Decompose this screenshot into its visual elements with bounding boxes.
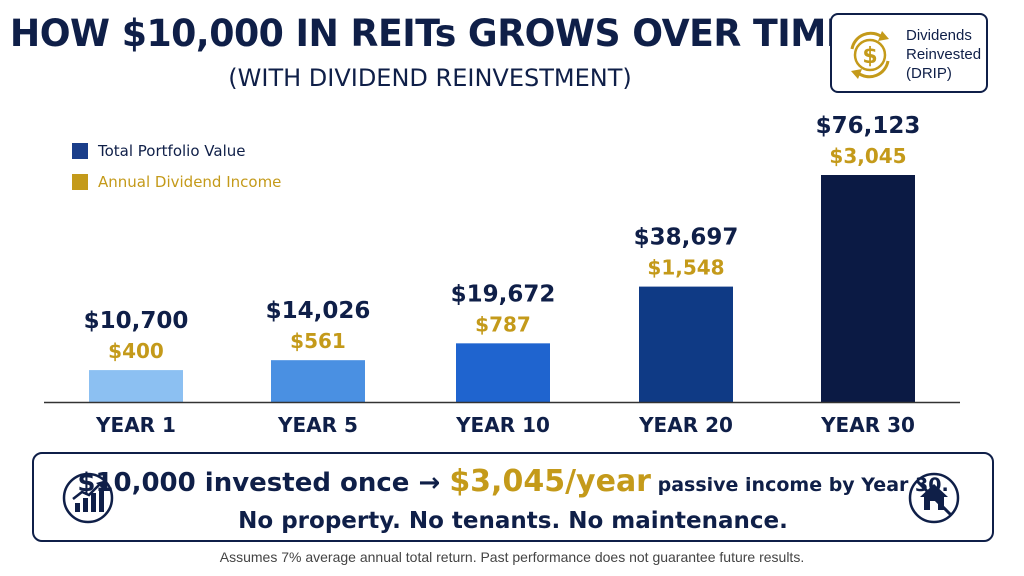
legend-swatch-dividend (72, 174, 88, 190)
legend-item-dividend: Annual Dividend Income (72, 173, 281, 191)
x-tick-label-2: YEAR 5 (277, 413, 358, 437)
x-tick-label-1: YEAR 1 (95, 413, 176, 437)
no-house-icon (908, 472, 960, 529)
page-subtitle: (WITH DIVIDEND REINVESTMENT) (228, 64, 632, 92)
legend-item-portfolio: Total Portfolio Value (72, 142, 281, 160)
drip-line-1: Dividends (906, 27, 972, 44)
banner-text-end: passive income by Year 30. (650, 474, 949, 496)
value-label-3: $19,672 (451, 281, 556, 307)
bar-4 (639, 286, 733, 402)
banner-tagline: No property. No tenants. No maintenance. (238, 508, 788, 534)
x-tick-label-3: YEAR 10 (455, 413, 550, 437)
drip-line-3: (DRIP) (906, 65, 952, 82)
x-tick-label-5: YEAR 30 (820, 413, 915, 437)
legend-label-portfolio: Total Portfolio Value (98, 142, 246, 160)
drip-badge: $ Dividends Reinvested (DRIP) (830, 13, 988, 93)
disclaimer-footnote: Assumes 7% average annual total return. … (219, 549, 805, 565)
value-label-5: $76,123 (816, 113, 921, 139)
bar-1 (89, 370, 183, 402)
banner-highlight: $3,045/year (449, 464, 651, 499)
income-label-2: $561 (290, 329, 346, 353)
value-label-1: $10,700 (84, 308, 189, 334)
bar-3 (456, 343, 550, 402)
income-label-3: $787 (475, 312, 531, 336)
svg-text:$: $ (862, 44, 877, 69)
drip-line-2: Reinvested (906, 46, 982, 63)
page-title: HOW $10,000 IN REITs GROWS OVER TIME (9, 12, 851, 55)
growth-chart-icon (62, 472, 114, 529)
income-label-5: $3,045 (829, 144, 906, 168)
bar-2 (271, 360, 365, 402)
banner-text-start: $10,000 invested once → (77, 468, 450, 498)
dollar-cycle-icon: $ (842, 27, 898, 88)
summary-banner: $10,000 invested once → $3,045/year pass… (32, 452, 994, 542)
legend-label-dividend: Annual Dividend Income (98, 173, 282, 191)
chart-legend: Total Portfolio Value Annual Dividend In… (72, 142, 281, 204)
legend-swatch-portfolio (72, 143, 88, 159)
value-label-4: $38,697 (634, 225, 739, 251)
bar-5 (821, 175, 915, 402)
income-label-1: $400 (108, 339, 164, 363)
bar-chart: $10,700 $400 YEAR 1 $14,026 $561 YEAR 5 $19,67… (44, 113, 960, 437)
income-label-4: $1,548 (647, 256, 724, 280)
value-label-2: $14,026 (266, 298, 371, 324)
x-tick-label-4: YEAR 20 (638, 413, 733, 437)
